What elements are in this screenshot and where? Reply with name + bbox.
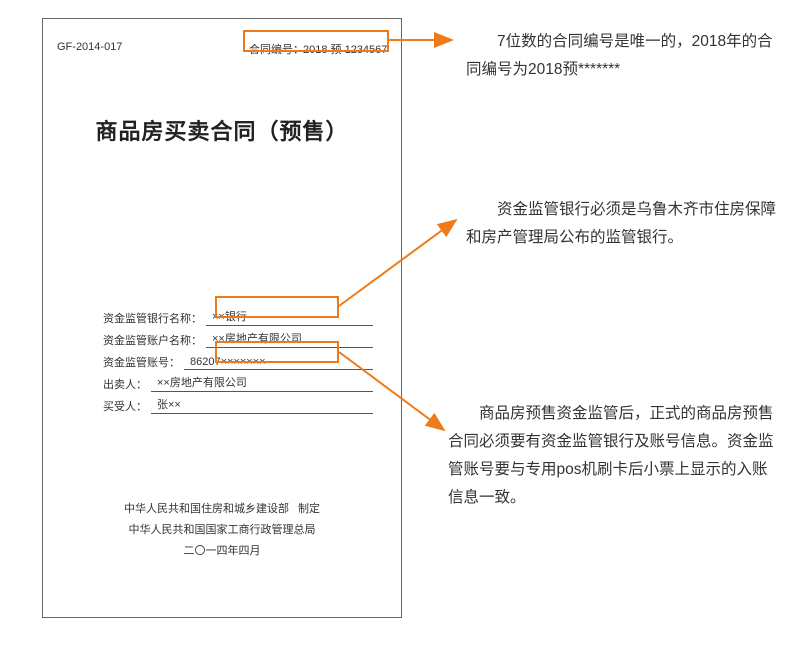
annotation-bank: 资金监管银行必须是乌鲁木齐市住房保障和房产管理局公布的监管银行。 (466, 196, 776, 252)
field-label: 资金监管账户名称： (103, 332, 202, 348)
annotation-account: 商品房预售资金监管后，正式的商品房预售合同必须要有资金监管银行及账号信息。资金监… (448, 400, 778, 512)
highlight-bank-name (215, 296, 339, 318)
page: GF-2014-017 合同编号： 2018 预 1234567 商品房买卖合同… (0, 0, 800, 652)
field-label: 资金监管账号： (103, 354, 180, 370)
contract-title: 商品房买卖合同（预售） (43, 114, 401, 146)
highlight-account-number (215, 341, 339, 363)
field-label: 出卖人： (103, 376, 147, 392)
annotation-text: 资金监管银行必须是乌鲁木齐市住房保障和房产管理局公布的监管银行。 (466, 196, 776, 252)
highlight-contract-number (243, 30, 389, 52)
contract-inner: GF-2014-017 合同编号： 2018 预 1234567 商品房买卖合同… (43, 19, 401, 617)
annotation-text: 商品房预售资金监管后，正式的商品房预售合同必须要有资金监管银行及账号信息。资金监… (448, 400, 778, 512)
footer-made: 制定 (298, 499, 320, 520)
field-row: 出卖人： ××房地产有限公司 (103, 370, 373, 392)
contract-document: GF-2014-017 合同编号： 2018 预 1234567 商品房买卖合同… (42, 18, 402, 618)
field-row: 买受人： 张×× (103, 392, 373, 414)
field-value: ××房地产有限公司 (151, 374, 373, 392)
footer-org1: 中华人民共和国住房和城乡建设部 (124, 503, 289, 515)
field-label: 资金监管银行名称： (103, 310, 202, 326)
footer-date: 二〇一四年四月 (43, 541, 401, 562)
gf-code: GF-2014-017 (57, 41, 122, 53)
annotation-text: 7位数的合同编号是唯一的，2018年的合同编号为2018预******* (466, 28, 776, 84)
contract-footer: 中华人民共和国住房和城乡建设部 制定 中华人民共和国国家工商行政管理总局 二〇一… (43, 499, 401, 562)
footer-org2: 中华人民共和国国家工商行政管理总局 (43, 520, 401, 541)
annotation-contract-number: 7位数的合同编号是唯一的，2018年的合同编号为2018预******* (466, 28, 776, 84)
footer-line1: 中华人民共和国住房和城乡建设部 制定 (43, 499, 401, 520)
field-label: 买受人： (103, 398, 147, 414)
field-value: 张×× (151, 396, 373, 414)
